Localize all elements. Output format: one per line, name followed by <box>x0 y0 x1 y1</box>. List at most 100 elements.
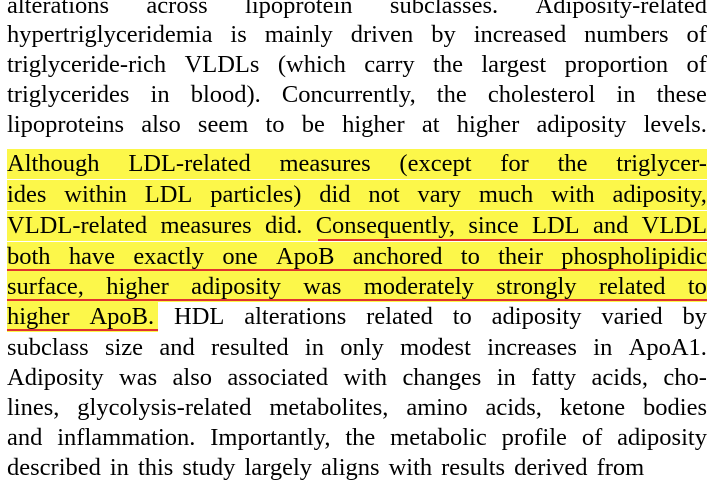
word: of <box>686 51 707 78</box>
word: acids, <box>591 364 648 391</box>
word: profile <box>501 424 567 451</box>
text-line: triglyceride-rich VLDLs (which carry the larg… <box>7 50 707 80</box>
word: particles) <box>210 181 302 208</box>
word: by <box>682 303 707 330</box>
word: did. <box>264 212 303 239</box>
word: also <box>172 364 213 391</box>
word: (which <box>277 51 346 78</box>
word: largely <box>244 454 313 481</box>
word: have <box>68 243 116 270</box>
highlighted-line: surface, higher adiposity was moderately stro… <box>7 272 707 302</box>
highlighted-line: ides within LDL particles) did not vary much wit… <box>7 180 707 210</box>
word: not <box>368 181 400 208</box>
word: associated <box>227 364 329 391</box>
annotation-underline <box>7 299 707 301</box>
word: acids, <box>485 394 542 421</box>
word: did <box>319 181 351 208</box>
word: in <box>593 334 613 361</box>
text-line: lipoproteins also seem to be higher at higher ad… <box>7 110 707 140</box>
word: Although <box>7 150 100 177</box>
word: mainly <box>264 21 333 48</box>
word: in <box>150 81 170 108</box>
word: be <box>301 111 325 138</box>
word: in <box>109 454 129 481</box>
text-line: Adiposity was also associated with changes in f… <box>7 363 707 393</box>
word: only <box>340 334 384 361</box>
word: vary <box>417 181 462 208</box>
word: seem <box>197 111 249 138</box>
word: driven <box>350 21 414 48</box>
word: cho- <box>663 364 707 391</box>
word: to <box>452 303 472 330</box>
word: VLDLs <box>184 51 260 78</box>
word: subclass <box>7 334 89 361</box>
word: Importantly, <box>210 424 331 451</box>
word: fatty <box>531 364 577 391</box>
highlighted-line: both have exactly one ApoB anchored to their pho… <box>7 242 707 272</box>
word: metabolic <box>390 424 487 451</box>
word: for <box>500 150 529 177</box>
word: measures <box>279 150 371 177</box>
word: VLDL-related <box>7 212 148 239</box>
word: HDL <box>174 303 225 330</box>
word: size <box>104 334 144 361</box>
word: also <box>141 111 181 138</box>
word: triglycerides <box>7 81 130 108</box>
word: ApoA1. <box>628 334 707 361</box>
word: metabolites, <box>269 394 389 421</box>
word: adiposity <box>617 424 707 451</box>
word: triglyceride-rich <box>7 51 167 78</box>
highlight-fragment <box>7 302 158 332</box>
word: moderately <box>363 273 474 300</box>
word: Concurrently, <box>281 81 416 108</box>
word: since <box>468 212 519 239</box>
word: of <box>686 21 707 48</box>
word: increased <box>473 21 567 48</box>
text-line: hypertriglyceridemia is mainly driven by incr… <box>7 20 707 50</box>
word: cholesterol <box>487 81 596 108</box>
word: bodies <box>643 394 707 421</box>
word: modest <box>400 334 471 361</box>
text-line: subclass size and resulted in only modest incre… <box>7 333 707 363</box>
word: much <box>478 181 534 208</box>
word: Consequently, <box>315 212 455 239</box>
word: proportion <box>564 51 669 78</box>
word: alterations <box>244 303 347 330</box>
word: increases <box>487 334 577 361</box>
word: their <box>498 243 543 270</box>
word: (except <box>399 150 472 177</box>
word: levels. <box>643 111 707 138</box>
word: derived <box>514 454 588 481</box>
word: with <box>388 454 433 481</box>
word: adiposity <box>536 111 627 138</box>
word: higher <box>7 303 70 330</box>
annotation-underline <box>7 329 158 331</box>
word: and <box>592 212 629 239</box>
word: higher <box>106 273 169 300</box>
word: the <box>345 424 376 451</box>
word: of <box>581 424 603 451</box>
word: described <box>7 454 101 481</box>
word: lines, <box>7 394 60 421</box>
word: blood). <box>190 81 261 108</box>
word: ides <box>7 181 47 208</box>
word: related <box>598 273 666 300</box>
word: changes <box>402 364 482 391</box>
word: across <box>146 0 208 19</box>
word: lipoprotein <box>245 0 353 19</box>
text-line: described in this study largely aligns with res… <box>7 453 707 481</box>
word: VLDL <box>641 212 707 239</box>
word: largest <box>481 51 547 78</box>
word: the <box>436 81 467 108</box>
word: exactly <box>133 243 205 270</box>
word: hypertriglyceridemia <box>7 21 213 48</box>
partially-highlighted-line: higher ApoB. HDL alterations related to adipos… <box>7 302 707 332</box>
word: adiposity <box>191 273 281 300</box>
text-line: lines, glycolysis-related metabolites, amin… <box>7 393 707 423</box>
word: in <box>496 364 516 391</box>
annotation-underline <box>318 239 707 241</box>
word: varied <box>601 303 663 330</box>
word: in <box>616 81 636 108</box>
word: triglycer- <box>616 150 707 177</box>
